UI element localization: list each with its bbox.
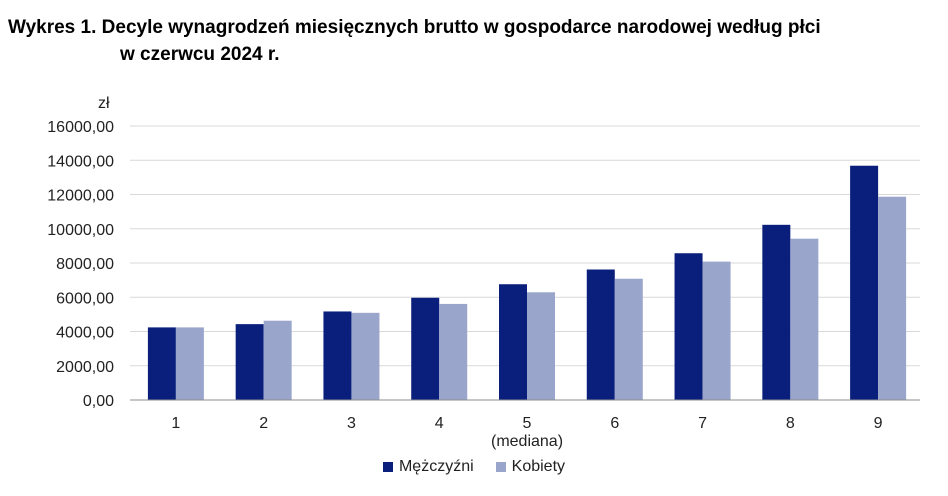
y-tick-label: 4000,00 bbox=[56, 325, 114, 342]
x-tick-label: 9 bbox=[874, 415, 883, 432]
legend-item-men: Mężczyźni bbox=[382, 458, 474, 476]
x-tick-label: 1 bbox=[171, 415, 180, 432]
y-tick-label: 14000,00 bbox=[47, 153, 114, 170]
y-tick-label: 6000,00 bbox=[56, 290, 114, 307]
y-tick-label: 12000,00 bbox=[47, 188, 114, 205]
bar-women-2 bbox=[263, 320, 292, 400]
bar-men-2 bbox=[235, 324, 264, 400]
bar-women-1 bbox=[175, 327, 204, 400]
y-tick-label: 0,00 bbox=[83, 393, 114, 410]
y-axis-unit-label: zł bbox=[98, 95, 110, 112]
bar-men-4 bbox=[411, 297, 440, 400]
x-tick-sublabel: (mediana) bbox=[491, 433, 563, 450]
bars bbox=[147, 165, 907, 400]
chart-title: Wykres 1. Decyle wynagrodzeń miesięcznyc… bbox=[8, 14, 943, 68]
x-tick-label: 3 bbox=[347, 415, 356, 432]
chart-title-line1: Wykres 1. Decyle wynagrodzeń miesięcznyc… bbox=[8, 17, 821, 38]
bar-men-7 bbox=[674, 253, 703, 400]
legend-item-women: Kobiety bbox=[495, 458, 566, 476]
y-tick-label: 8000,00 bbox=[56, 256, 114, 273]
bar-men-6 bbox=[586, 269, 615, 400]
x-tick-label: 4 bbox=[435, 415, 444, 432]
y-axis-tick-labels: 0,00 2000,00 4000,00 6000,00 8000,00 10000,00… bbox=[47, 119, 114, 410]
chart-legend: Mężczyźni Kobiety bbox=[0, 458, 948, 476]
bar-women-3 bbox=[351, 312, 380, 400]
bar-men-5 bbox=[499, 284, 527, 400]
bar-men-8 bbox=[762, 224, 791, 400]
legend-swatch bbox=[382, 462, 393, 472]
legend-label: Mężczyźni bbox=[398, 458, 474, 475]
x-tick-label: 5 bbox=[523, 415, 532, 432]
bar-women-8 bbox=[790, 238, 819, 400]
chart-title-line2: w czerwcu 2024 r. bbox=[120, 44, 280, 65]
y-tick-label: 2000,00 bbox=[56, 359, 114, 376]
legend-label: Kobiety bbox=[511, 458, 566, 475]
bar-women-7 bbox=[702, 261, 731, 400]
bar-women-5 bbox=[527, 292, 555, 400]
bar-women-4 bbox=[439, 303, 468, 400]
bar-men-1 bbox=[147, 327, 176, 400]
x-tick-label: 8 bbox=[786, 415, 795, 432]
legend-swatch bbox=[495, 462, 506, 472]
bar-women-6 bbox=[614, 278, 643, 400]
y-tick-label: 16000,00 bbox=[47, 119, 114, 136]
bar-women-9 bbox=[878, 196, 907, 400]
bar-men-9 bbox=[850, 165, 879, 400]
x-tick-label: 2 bbox=[259, 415, 268, 432]
x-axis-tick-labels: 1 2 3 4 5(mediana) 6 7 8 9 bbox=[171, 415, 882, 450]
bar-men-3 bbox=[323, 311, 352, 400]
y-tick-label: 10000,00 bbox=[47, 222, 114, 239]
x-tick-label: 6 bbox=[610, 415, 619, 432]
x-tick-label: 7 bbox=[698, 415, 707, 432]
